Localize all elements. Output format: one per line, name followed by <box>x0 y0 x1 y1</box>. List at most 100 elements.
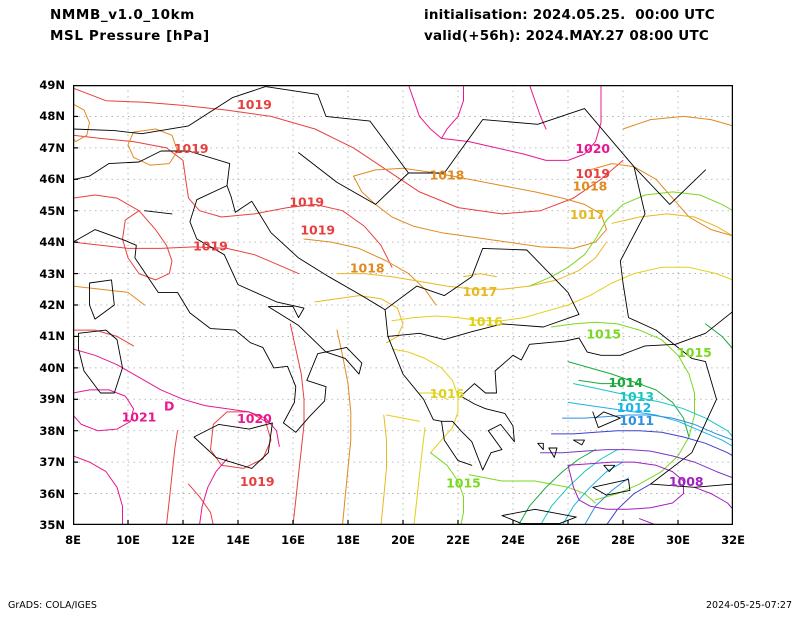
x-axis-tick-label: 26E <box>556 533 580 547</box>
x-axis-tick-label: 28E <box>611 533 635 547</box>
coastline-path <box>234 200 733 471</box>
contour-line-1015 <box>529 191 733 287</box>
coastline-path <box>573 439 585 446</box>
contour-line-1019 <box>73 87 624 215</box>
contour-line-1016 <box>391 266 733 322</box>
contour-line-1013 <box>573 383 733 438</box>
x-axis-tick-label: 14E <box>226 533 250 547</box>
y-axis-tick-label: 42N <box>39 298 65 312</box>
contour-line-1018 <box>127 128 178 166</box>
coastline-path <box>73 86 706 205</box>
contour-line-1020 <box>73 455 123 525</box>
contour-line-1021 <box>73 389 134 432</box>
valid-time-label: valid(+56h): 2024.MAY.27 08:00 UTC <box>424 28 709 44</box>
x-axis-tick-label: 12E <box>171 533 195 547</box>
contour-value-label: 1020 <box>575 141 610 156</box>
y-axis-tick-label: 45N <box>39 203 65 218</box>
contour-line-1020 <box>199 458 228 525</box>
y-axis-tick-label: 46N <box>39 172 65 187</box>
contour-value-label: 1012 <box>617 400 652 415</box>
pressure-contour-map: 1019 1019 1019 1019 1019 1018 1018 1020 1019 1018… <box>73 85 733 525</box>
contour-value-label: 1011 <box>619 413 654 428</box>
y-axis-tick-label: 43N <box>39 266 65 281</box>
contour-line-1016 <box>386 414 420 422</box>
contour-line-1016 <box>413 427 426 525</box>
y-axis-tick-label: 44N <box>39 235 65 250</box>
x-axis-tick-label: 10E <box>116 533 140 547</box>
contour-value-label: 1019 <box>300 223 335 238</box>
contour-line-1020 <box>441 85 602 161</box>
contour-value-label: 1016 <box>468 314 503 329</box>
model-name-label: NMMB_v1.0_10km <box>50 7 195 23</box>
contour-value-label: 1019 <box>575 166 610 181</box>
contour-line-1009 <box>540 449 733 479</box>
contour-line-1018 <box>73 103 90 143</box>
contour-line-1015 <box>468 474 596 504</box>
y-axis-tick-label: 41N <box>39 329 65 344</box>
contour-line-1017 <box>314 295 404 344</box>
contour-line-1019 <box>73 194 173 281</box>
contour-line-1018 <box>73 285 145 306</box>
coastline-path <box>298 152 409 205</box>
coastline-path <box>78 329 123 394</box>
contour-value-label: 1020 <box>237 411 272 426</box>
contour-line-1014 <box>578 379 621 385</box>
contour-line-1017 <box>380 414 387 525</box>
y-axis-tick-label: 48N <box>39 109 65 124</box>
coastline-path <box>441 420 473 466</box>
contour-line-1014 <box>518 449 596 525</box>
contour-line-1020 <box>408 85 442 139</box>
contour-value-label: 1015 <box>446 476 481 491</box>
contour-line-1020 <box>73 348 280 447</box>
grads-credit-label: GrADS: COLA/IGES <box>8 600 97 611</box>
contour-value-label: 1015 <box>586 326 621 341</box>
x-axis-tick-label: 20E <box>391 533 415 547</box>
generated-time-label: 2024-05-25-07:27 <box>705 600 792 611</box>
contour-value-label: 1008 <box>669 474 704 489</box>
coastline-path <box>144 210 173 215</box>
contour-line-1019 <box>73 134 393 268</box>
contour-line-1014 <box>705 323 733 350</box>
contour-value-label: 1021 <box>122 410 157 425</box>
contour-value-label: 1018 <box>430 168 465 183</box>
contour-map-svg: 1019101910191019101910181018102010191018… <box>73 85 733 525</box>
contour-line-1020 <box>441 85 464 139</box>
coastline-path <box>193 422 273 469</box>
contour-line-1012 <box>567 401 733 447</box>
contour-line-1013 <box>540 449 618 525</box>
contour-line-1014 <box>567 361 690 438</box>
coastline-path <box>73 150 231 187</box>
contour-line-1011 <box>584 477 629 525</box>
x-axis-tick-label: 8E <box>65 533 81 547</box>
coastline-layer <box>73 86 733 524</box>
x-axis-tick-label: 30E <box>666 533 690 547</box>
contour-line-1019 <box>73 329 134 347</box>
contour-value-label: 1016 <box>430 386 465 401</box>
coastline-path <box>548 447 558 458</box>
contour-value-label: 1019 <box>237 97 272 112</box>
contour-value-label: 1019 <box>193 238 228 253</box>
contour-line-1017 <box>611 213 733 237</box>
contour-value-label: 1015 <box>677 345 712 360</box>
contour-line-1008 <box>567 461 684 510</box>
contour-line-1019 <box>166 430 178 525</box>
contour-value-label: D <box>164 399 174 414</box>
contour-line-1010 <box>551 430 733 457</box>
contour-line-1017 <box>463 273 497 278</box>
coastline-path <box>592 478 631 496</box>
coastline-path <box>592 411 621 429</box>
field-name-label: MSL Pressure [hPa] <box>50 28 210 44</box>
contour-line-1018 <box>622 115 733 130</box>
contour-line-1018 <box>353 167 607 249</box>
contour-line-1018 <box>336 329 352 525</box>
contour-value-label: 1018 <box>573 179 608 194</box>
contour-line-1019 <box>73 241 299 275</box>
y-axis-tick-label: 47N <box>39 140 65 155</box>
contour-value-label: 1014 <box>608 375 643 390</box>
contour-line-1019 <box>289 323 305 525</box>
contour-labels-layer: 1019101910191019101910181018102010191018… <box>122 97 712 491</box>
x-axis-tick-label: 24E <box>501 533 525 547</box>
contour-line-1017 <box>336 241 607 290</box>
coastline-path <box>603 464 616 473</box>
contour-value-label: 1019 <box>289 194 324 209</box>
